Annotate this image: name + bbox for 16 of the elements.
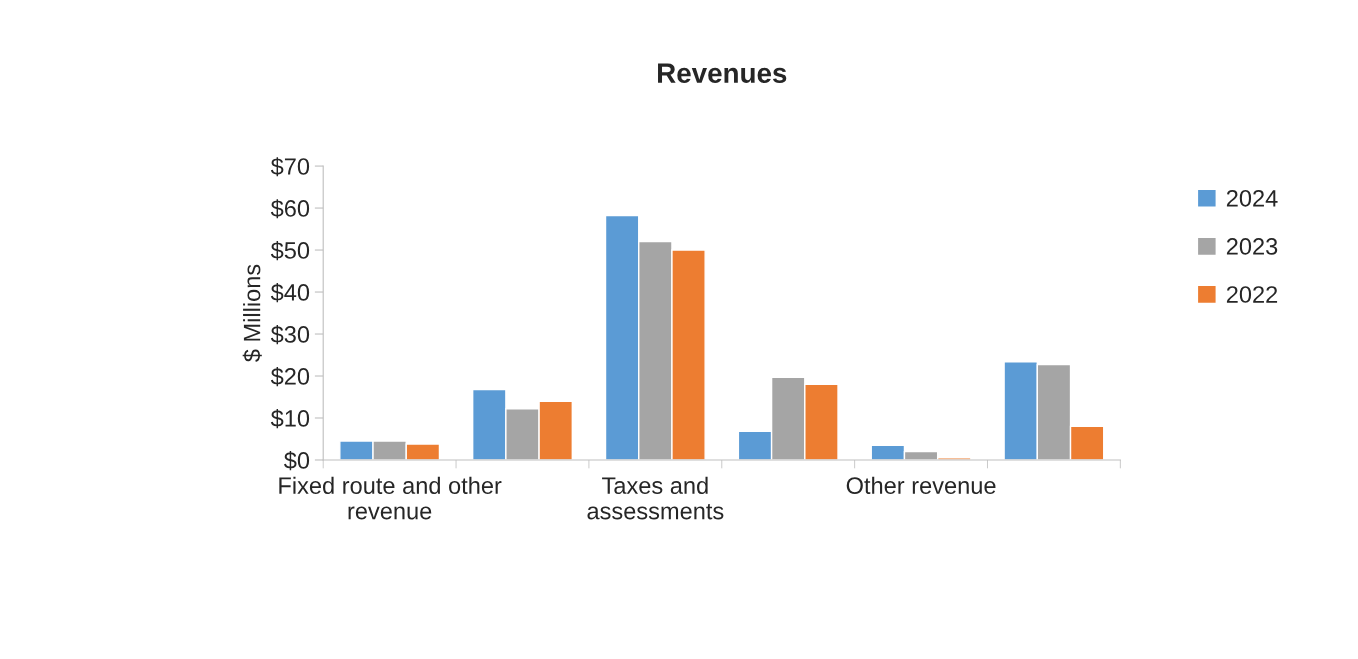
y-tick-label: $60 <box>270 199 310 219</box>
legend-label: 2023 <box>1226 238 1278 255</box>
y-tick-label: $70 <box>270 157 310 177</box>
x-tick-label: Other revenue <box>846 476 996 494</box>
x-tick-label: Taxes and assessments <box>587 476 724 520</box>
legend-label: 2022 <box>1226 286 1278 303</box>
chart-title: Revenues <box>658 63 787 84</box>
y-tick-label: $10 <box>270 409 310 429</box>
y-tick-label: $0 <box>284 451 310 471</box>
y-tick-label: $20 <box>270 367 310 387</box>
y-tick-label: $40 <box>270 283 310 303</box>
x-tick-label: Fixed route and other revenue <box>279 476 502 520</box>
y-tick-label: $30 <box>270 325 310 345</box>
y-axis-title: $ Millions <box>242 264 262 362</box>
y-tick-label: $50 <box>270 241 310 261</box>
legend-label: 2024 <box>1226 189 1278 207</box>
